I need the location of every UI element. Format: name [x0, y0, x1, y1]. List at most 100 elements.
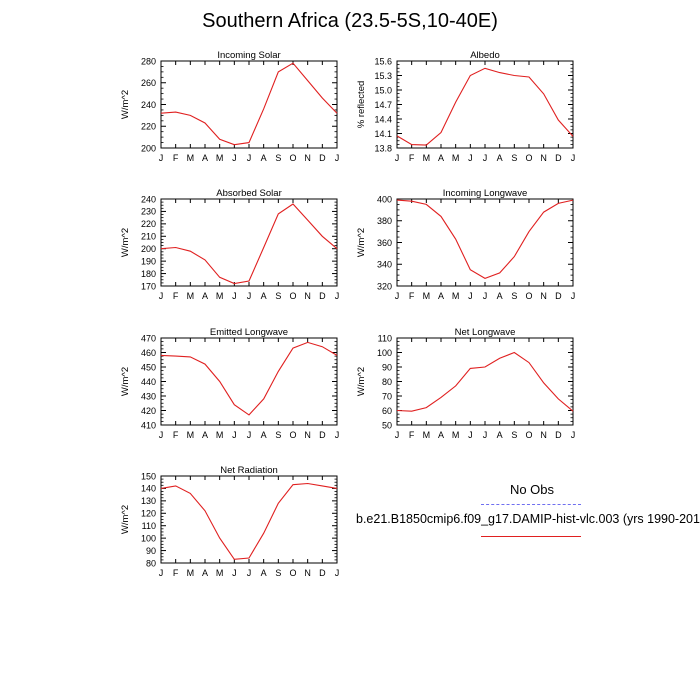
- y-tick-label: 14.7: [374, 100, 392, 110]
- x-tick-label: A: [438, 153, 444, 163]
- x-tick-label: J: [468, 430, 473, 440]
- y-axis-label: W/m^2: [120, 505, 131, 534]
- x-tick-label: M: [452, 291, 460, 301]
- x-tick-label: J: [395, 291, 400, 301]
- y-tick-label: 170: [141, 281, 156, 291]
- figure-title: Southern Africa (23.5-5S,10-40E): [202, 10, 498, 32]
- x-tick-label: M: [216, 430, 224, 440]
- y-tick-label: 360: [377, 238, 392, 248]
- series-line: [396, 67, 574, 146]
- x-tick-label: J: [335, 430, 340, 440]
- y-tick-label: 450: [141, 362, 156, 372]
- x-tick-label: O: [525, 430, 532, 440]
- x-tick-label: S: [275, 153, 281, 163]
- y-tick-label: 110: [378, 333, 392, 343]
- y-tick-label: 15.3: [374, 71, 392, 81]
- x-tick-label: D: [319, 568, 326, 578]
- y-tick-label: 400: [377, 194, 392, 204]
- series-line: [160, 203, 338, 285]
- panel-title: Absorbed Solar: [216, 188, 281, 199]
- series-line: [160, 62, 338, 146]
- y-axis-label: % reflected: [356, 81, 367, 129]
- x-tick-label: M: [187, 430, 195, 440]
- y-tick-label: 140: [141, 484, 156, 494]
- x-tick-label: N: [304, 430, 311, 440]
- x-tick-label: D: [555, 430, 562, 440]
- y-tick-label: 90: [146, 546, 156, 556]
- x-tick-label: A: [261, 568, 267, 578]
- plot-frame: [160, 337, 338, 426]
- y-tick-label: 200: [141, 244, 156, 254]
- x-tick-label: A: [261, 153, 267, 163]
- plot-frame: [396, 337, 574, 426]
- x-tick-label: J: [159, 430, 164, 440]
- y-tick-label: 70: [382, 391, 392, 401]
- y-tick-label: 15.0: [374, 85, 392, 95]
- x-tick-label: J: [247, 430, 252, 440]
- x-tick-label: M: [452, 153, 460, 163]
- y-tick-label: 15.6: [374, 56, 392, 66]
- x-tick-label: A: [202, 568, 208, 578]
- y-tick-label: 100: [377, 348, 392, 358]
- x-tick-label: D: [319, 430, 326, 440]
- legend-obs-label: No Obs: [509, 482, 555, 497]
- y-tick-label: 430: [141, 391, 156, 401]
- y-tick-label: 240: [141, 100, 156, 110]
- y-tick-label: 460: [141, 348, 156, 358]
- x-tick-label: N: [304, 291, 311, 301]
- x-tick-label: J: [483, 291, 488, 301]
- panel-title: Incoming Longwave: [443, 188, 528, 199]
- y-tick-label: 13.8: [374, 143, 392, 153]
- y-tick-label: 340: [377, 260, 392, 270]
- x-tick-label: S: [511, 430, 517, 440]
- y-tick-label: 80: [382, 377, 392, 387]
- y-tick-label: 420: [141, 406, 156, 416]
- y-tick-label: 240: [141, 194, 156, 204]
- series-line: [160, 341, 338, 416]
- x-tick-label: F: [409, 291, 415, 301]
- x-tick-label: J: [247, 153, 252, 163]
- legend-model-label: b.e21.B1850cmip6.f09_g17.DAMIP-hist-vlc.…: [356, 512, 700, 526]
- x-tick-label: J: [483, 430, 488, 440]
- plot-frame: [396, 60, 574, 149]
- x-tick-label: F: [409, 153, 415, 163]
- x-tick-label: M: [187, 291, 195, 301]
- y-tick-label: 80: [146, 558, 156, 568]
- x-tick-label: F: [173, 291, 179, 301]
- x-tick-label: J: [159, 568, 164, 578]
- plot-frame: [160, 475, 338, 564]
- legend-obs-line: [481, 504, 581, 505]
- x-tick-label: O: [289, 430, 296, 440]
- x-tick-label: N: [540, 153, 547, 163]
- y-axis-label: W/m^2: [356, 228, 367, 257]
- x-tick-label: O: [289, 291, 296, 301]
- x-tick-label: J: [395, 430, 400, 440]
- y-axis-label: W/m^2: [356, 367, 367, 396]
- x-tick-label: J: [247, 291, 252, 301]
- x-tick-label: J: [483, 153, 488, 163]
- y-axis-label: W/m^2: [120, 228, 131, 257]
- x-tick-label: J: [232, 568, 237, 578]
- series-line: [396, 351, 574, 412]
- y-tick-label: 220: [141, 219, 156, 229]
- x-tick-label: S: [511, 291, 517, 301]
- x-tick-label: J: [571, 153, 576, 163]
- y-tick-label: 14.1: [374, 129, 392, 139]
- x-tick-label: J: [395, 153, 400, 163]
- x-tick-label: M: [423, 291, 431, 301]
- y-tick-label: 260: [141, 78, 156, 88]
- y-tick-label: 470: [141, 333, 156, 343]
- y-axis-label: W/m^2: [120, 367, 131, 396]
- y-tick-label: 280: [141, 56, 156, 66]
- x-tick-label: J: [468, 153, 473, 163]
- x-tick-label: J: [232, 153, 237, 163]
- x-tick-label: A: [202, 291, 208, 301]
- plot-frame: [396, 198, 574, 287]
- x-tick-label: F: [173, 568, 179, 578]
- x-tick-label: F: [173, 153, 179, 163]
- x-tick-label: M: [452, 430, 460, 440]
- y-tick-label: 110: [142, 521, 156, 531]
- series-line: [396, 199, 574, 280]
